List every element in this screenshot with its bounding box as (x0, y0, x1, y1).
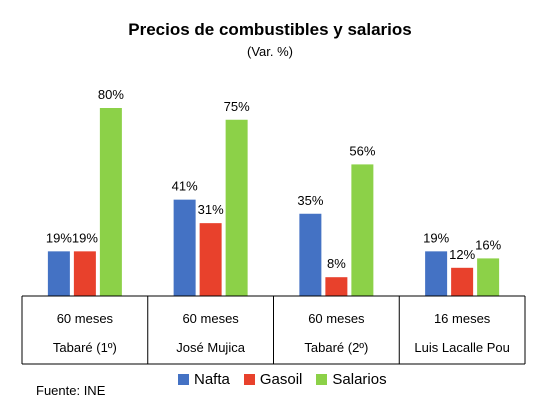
data-label-nafta-2: 35% (297, 193, 323, 208)
bar-salarios-0 (99, 108, 122, 296)
bar-nafta-2 (299, 213, 322, 296)
data-label-salarios-1: 75% (224, 99, 250, 114)
data-label-salarios-3: 16% (475, 237, 501, 252)
bar-gasoil-3 (451, 267, 474, 296)
category-period-label-1: 60 meses (182, 311, 239, 326)
legend-label-nafta: Nafta (194, 371, 230, 388)
data-label-nafta-1: 41% (172, 179, 198, 194)
bar-gasoil-2 (325, 277, 348, 296)
legend-label-gasoil: Gasoil (259, 371, 303, 388)
chart-subtitle: (Var. %) (247, 44, 293, 59)
legend-swatch-gasoil (243, 374, 255, 385)
legend-item-salarios: Salarios (316, 371, 387, 388)
data-label-nafta-0: 19% (46, 230, 72, 245)
bar-nafta-1 (173, 199, 196, 296)
legend-item-gasoil: Gasoil (243, 371, 303, 388)
data-label-gasoil-2: 8% (327, 256, 346, 271)
bar-salarios-1 (225, 119, 248, 296)
bar-salarios-3 (477, 258, 500, 296)
legend-label-salarios: Salarios (332, 371, 387, 388)
legend-swatch-salarios (316, 374, 328, 385)
category-name-label-3: Luis Lacalle Pou (414, 340, 509, 355)
data-label-nafta-3: 19% (423, 230, 449, 245)
bar-nafta-0 (47, 251, 70, 296)
legend-swatch-nafta (178, 374, 189, 385)
bar-gasoil-1 (199, 223, 222, 296)
category-period-label-2: 60 meses (308, 311, 365, 326)
category-name-label-1: José Mujica (176, 340, 245, 355)
source-note: Fuente: INE (36, 383, 106, 398)
chart-legend: Nafta Gasoil Salarios (178, 371, 387, 388)
data-label-salarios-0: 80% (98, 87, 124, 102)
category-period-label-3: 16 meses (434, 311, 491, 326)
chart-title: Precios de combustibles y salarios (128, 20, 412, 39)
category-name-label-2: Tabaré (2º) (304, 340, 368, 355)
bar-gasoil-0 (73, 251, 96, 296)
bar-nafta-3 (425, 251, 448, 296)
data-label-gasoil-1: 31% (198, 202, 224, 217)
data-label-salarios-2: 56% (349, 143, 375, 158)
bar-salarios-2 (351, 164, 374, 296)
category-name-label-0: Tabaré (1º) (53, 340, 117, 355)
data-label-gasoil-3: 12% (449, 247, 475, 262)
data-label-gasoil-0: 19% (72, 230, 98, 245)
category-period-label-0: 60 meses (57, 311, 114, 326)
legend-item-nafta: Nafta (178, 371, 230, 388)
